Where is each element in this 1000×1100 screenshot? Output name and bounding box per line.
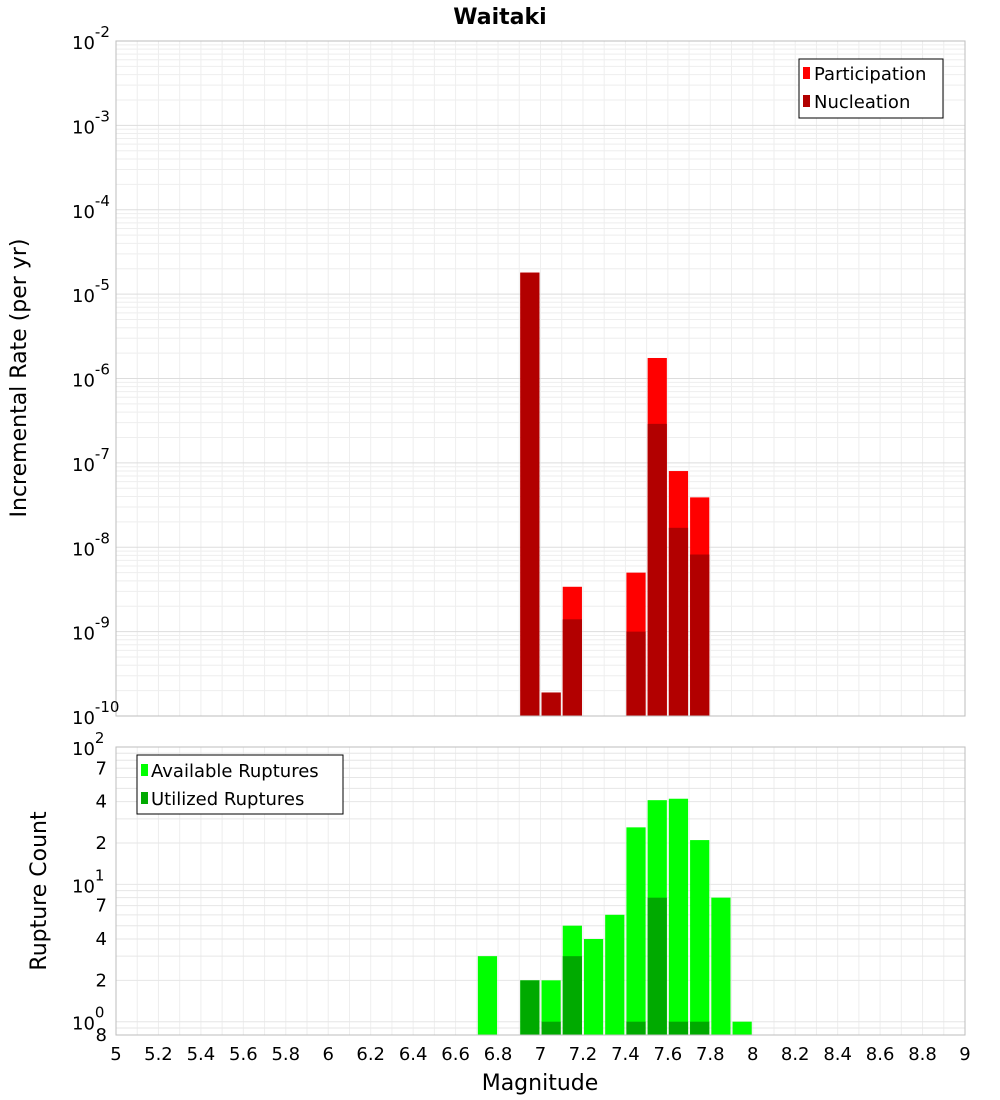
count-bar-0-0 — [477, 956, 498, 1035]
x-tick-labels: 5 5.2 5.4 5.6 5.8 6 6.2 6.4 6.6 6.8 7 7.2 7.4 7.6 7.8 8… — [110, 1044, 970, 1065]
bottom-bars — [477, 798, 752, 1035]
x-tick-label: 8.4 — [823, 1044, 852, 1065]
x-tick-label: 6.8 — [484, 1044, 513, 1065]
top-legend-box — [798, 58, 944, 119]
rate-bar-1-5 — [668, 527, 689, 716]
count-bar-1-0 — [520, 980, 540, 1035]
bottom-y-tick-label: 7 — [96, 758, 107, 779]
top-y-tick-labels: 10-10 10-9 10-8 10-7 10-6 10-5 10-4 10-3 10-2 — [72, 23, 119, 729]
count-bar-0-11 — [732, 1021, 752, 1035]
x-tick-label: 5.2 — [144, 1044, 173, 1065]
bottom-y-tick-label: 4 — [96, 929, 107, 950]
count-bar-1-3 — [626, 1021, 646, 1035]
available-ruptures-legend-label: Available Ruptures — [151, 761, 319, 782]
top-plot-border — [115, 40, 966, 717]
count-bar-0-4 — [583, 939, 604, 1035]
available-ruptures-legend-swatch — [141, 764, 148, 776]
bottom-y-tick-label: 2 — [96, 970, 107, 991]
top-y-tick-label: 10-5 — [72, 276, 110, 307]
x-axis-label: Magnitude — [482, 1071, 599, 1096]
count-bar-0-2 — [541, 980, 561, 1035]
bottom-legend-box — [136, 754, 344, 815]
nucleation-legend-swatch — [803, 95, 810, 107]
bottom-y-axis-label: Rupture Count — [27, 811, 52, 971]
x-tick-label: 7.8 — [696, 1044, 725, 1065]
top-y-tick-label: 10-9 — [72, 614, 110, 645]
bottom-y-tick-label: 2 — [96, 833, 107, 854]
count-bar-1-4 — [647, 897, 667, 1035]
x-tick-label: 9 — [959, 1044, 970, 1065]
x-tick-label: 7.6 — [654, 1044, 683, 1065]
top-y-axis-label: Incremental Rate (per yr) — [7, 239, 32, 518]
utilized-ruptures-legend-label: Utilized Ruptures — [151, 789, 304, 810]
chart-title: Waitaki — [453, 5, 546, 30]
count-bar-1-2 — [562, 956, 582, 1035]
bottom-y-tick-label: 4 — [96, 792, 107, 813]
top-y-tick-label: 10-8 — [72, 529, 110, 560]
top-y-tick-label: 10-10 — [72, 698, 119, 729]
bottom-y-tick-label: 102 — [72, 729, 104, 760]
top-panel: 10-10 10-9 10-8 10-7 10-6 10-5 10-4 10-3 10-2 In… — [7, 23, 966, 729]
x-tick-label: 5.4 — [187, 1044, 216, 1065]
nucleation-legend-label: Nucleation — [814, 92, 910, 113]
top-y-tick-label: 10-6 — [72, 361, 110, 392]
x-tick-label: 7.2 — [569, 1044, 598, 1065]
x-tick-label: 6.6 — [441, 1044, 470, 1065]
count-bar-0-5 — [605, 914, 625, 1035]
top-y-tick-label: 10-3 — [72, 107, 110, 138]
utilized-ruptures-legend-swatch — [141, 792, 148, 804]
count-bar-1-6 — [690, 1021, 710, 1035]
count-bar-1-1 — [541, 1021, 561, 1035]
top-grid — [115, 41, 966, 717]
participation-legend-label: Participation — [814, 64, 926, 85]
x-tick-label: 6.4 — [399, 1044, 428, 1065]
top-y-tick-label: 10-7 — [72, 445, 110, 476]
count-bar-0-6 — [626, 827, 646, 1035]
rate-bar-1-6 — [690, 554, 710, 716]
x-tick-label: 5.8 — [271, 1044, 300, 1065]
count-bar-0-9 — [690, 840, 710, 1035]
bottom-y-tick-label: 7 — [96, 896, 107, 917]
rate-bar-1-0 — [520, 272, 540, 716]
rate-bar-1-1 — [541, 692, 561, 716]
bottom-y-tick-label: 101 — [72, 866, 104, 897]
count-bar-0-10 — [711, 897, 731, 1035]
x-tick-label: 6.2 — [356, 1044, 385, 1065]
top-y-tick-label: 10-2 — [72, 23, 110, 54]
participation-legend-swatch — [803, 67, 810, 79]
x-tick-label: 8 — [747, 1044, 758, 1065]
rate-bar-1-3 — [626, 631, 646, 717]
rate-bar-1-4 — [647, 423, 667, 716]
top-bars — [520, 272, 710, 717]
x-tick-label: 7 — [535, 1044, 546, 1065]
rate-bar-1-2 — [562, 619, 582, 716]
x-tick-label: 8.8 — [908, 1044, 937, 1065]
x-tick-label: 5 — [110, 1044, 121, 1065]
x-tick-label: 5.6 — [229, 1044, 258, 1065]
count-bar-0-8 — [668, 798, 689, 1035]
bottom-y-tick-label: 8 — [96, 1025, 107, 1046]
x-tick-label: 7.4 — [611, 1044, 640, 1065]
top-legend: Participation Nucleation — [798, 58, 944, 119]
top-y-tick-label: 10-4 — [72, 192, 110, 223]
x-tick-label: 6 — [323, 1044, 334, 1065]
x-tick-label: 8.6 — [866, 1044, 895, 1065]
bottom-plot-border — [115, 746, 966, 1036]
x-tick-label: 8.2 — [781, 1044, 810, 1065]
bottom-legend: Available Ruptures Utilized Ruptures — [136, 754, 344, 815]
count-bar-1-5 — [668, 1021, 689, 1035]
